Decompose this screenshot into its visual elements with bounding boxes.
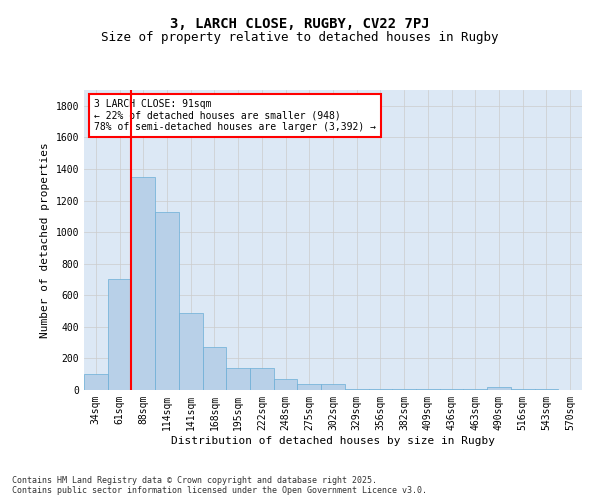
Bar: [131, 177, 155, 390]
Bar: [84, 374, 108, 390]
Y-axis label: Number of detached properties: Number of detached properties: [40, 142, 50, 338]
Bar: [463, 389, 487, 390]
Text: Contains HM Land Registry data © Crown copyright and database right 2025.
Contai: Contains HM Land Registry data © Crown c…: [12, 476, 427, 495]
Text: 3, LARCH CLOSE, RUGBY, CV22 7PJ: 3, LARCH CLOSE, RUGBY, CV22 7PJ: [170, 18, 430, 32]
Bar: [179, 312, 203, 390]
Bar: [321, 384, 345, 390]
Text: 3 LARCH CLOSE: 91sqm
← 22% of detached houses are smaller (948)
78% of semi-deta: 3 LARCH CLOSE: 91sqm ← 22% of detached h…: [94, 99, 376, 132]
Bar: [440, 389, 463, 390]
Bar: [298, 384, 321, 390]
Bar: [203, 346, 226, 390]
Bar: [155, 212, 179, 390]
Bar: [250, 368, 274, 390]
Bar: [368, 389, 392, 390]
Bar: [274, 379, 298, 390]
Bar: [416, 389, 440, 390]
X-axis label: Distribution of detached houses by size in Rugby: Distribution of detached houses by size …: [171, 436, 495, 446]
Bar: [487, 387, 511, 390]
Bar: [345, 389, 368, 390]
Text: Size of property relative to detached houses in Rugby: Size of property relative to detached ho…: [101, 31, 499, 44]
Bar: [511, 389, 535, 390]
Bar: [535, 389, 558, 390]
Bar: [226, 368, 250, 390]
Bar: [108, 280, 131, 390]
Bar: [392, 389, 416, 390]
